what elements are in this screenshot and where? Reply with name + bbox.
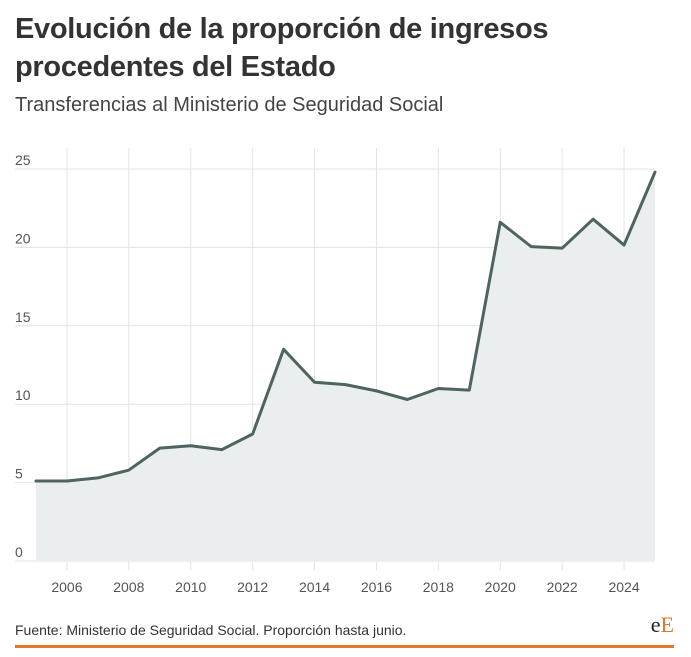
x-tick-label: 2020	[485, 579, 516, 595]
source-note: Fuente: Ministerio de Seguridad Social. …	[15, 622, 407, 638]
footer-rule	[15, 645, 674, 648]
x-tick-label: 2012	[237, 579, 268, 595]
logo-prefix: e	[650, 612, 661, 637]
series-line	[34, 170, 657, 483]
y-tick-label: 20	[15, 230, 31, 246]
x-tick-label: 2006	[51, 579, 82, 595]
x-tick-label: 2010	[175, 579, 206, 595]
chart-title: Evolución de la proporción de ingresos p…	[15, 13, 549, 83]
area-fill	[36, 172, 655, 561]
chart-subtitle: Transferencias al Ministerio de Segurida…	[15, 94, 444, 116]
y-tick-label: 15	[15, 309, 31, 325]
y-tick-label: 10	[15, 387, 31, 403]
x-tick-label: 2014	[299, 579, 330, 595]
y-axis-ticks: 0 5 10 15 20 25	[15, 152, 31, 560]
x-axis-ticks: 2006 2008 2010 2012 2014 2016 2018 2020 2022 2024	[51, 579, 639, 595]
x-tick-label: 2024	[608, 579, 639, 595]
x-tick-label: 2018	[423, 579, 454, 595]
logo-suffix: E	[660, 612, 674, 637]
x-tick-label: 2016	[361, 579, 392, 595]
x-tick-label: 2022	[547, 579, 578, 595]
y-tick-label: 5	[15, 466, 23, 482]
y-tick-label: 25	[15, 152, 31, 168]
brand-logo: eE	[651, 612, 674, 638]
x-tick-label: 2008	[113, 579, 144, 595]
y-tick-label: 0	[15, 544, 23, 560]
